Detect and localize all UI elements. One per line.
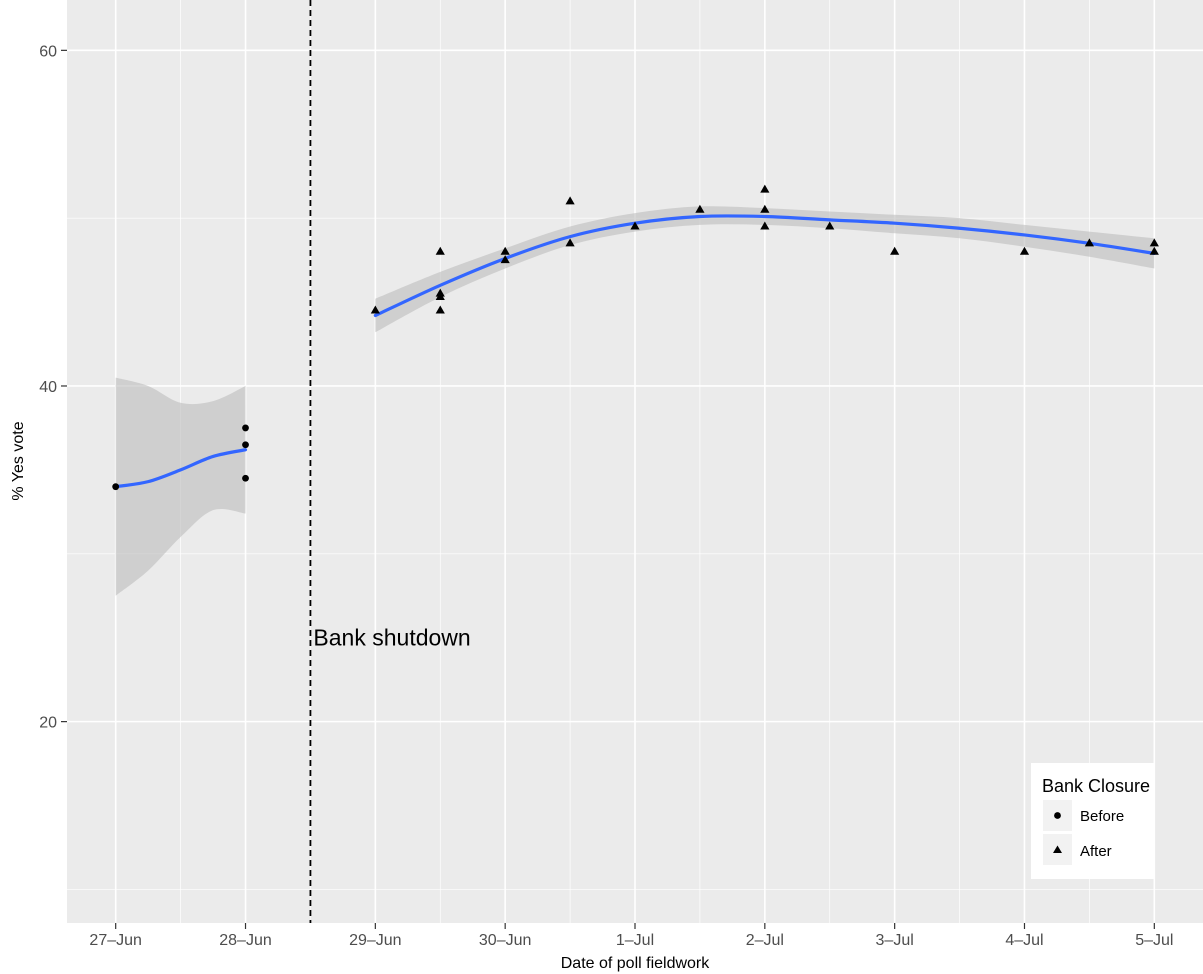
legend-circle-icon	[1054, 812, 1061, 819]
point-after	[1084, 238, 1094, 247]
y-axis: 20 40 60	[39, 43, 67, 732]
point-after	[500, 246, 510, 255]
y-axis-title: % Yes vote	[10, 421, 27, 500]
point-before	[112, 483, 120, 491]
y-tick-label: 20	[39, 715, 57, 732]
legend-label-before: Before	[1080, 808, 1124, 825]
point-after	[435, 292, 445, 301]
data-points	[112, 184, 1159, 491]
x-tick-label: 1–Jul	[616, 932, 654, 949]
legend-label-after: After	[1080, 843, 1112, 860]
annotation-bank-shutdown: Bank shutdown	[313, 625, 470, 651]
point-after	[630, 221, 640, 230]
y-tick-label: 60	[39, 43, 57, 60]
point-after	[370, 305, 380, 314]
point-after	[695, 204, 705, 213]
point-after	[760, 184, 770, 193]
point-after	[500, 255, 510, 264]
legend: Bank Closure Before After	[1031, 763, 1154, 879]
x-tick-label: 28–Jun	[219, 932, 272, 949]
point-after	[825, 221, 835, 230]
point-after	[565, 196, 575, 205]
x-tick-label: 27–Jun	[89, 932, 142, 949]
legend-triangle-icon	[1053, 845, 1062, 853]
confidence-ribbon-before	[115, 377, 246, 596]
x-tick-label: 4–Jul	[1005, 932, 1043, 949]
point-after	[435, 246, 445, 255]
x-tick-label: 29–Jun	[349, 932, 402, 949]
point-after	[435, 305, 445, 314]
point-after	[1149, 238, 1159, 247]
x-tick-label: 5–Jul	[1135, 932, 1173, 949]
grid-lines	[67, 0, 1203, 923]
point-after	[1019, 246, 1030, 255]
legend-title: Bank Closure	[1042, 776, 1150, 796]
y-tick-label: 40	[39, 379, 57, 396]
x-axis-title: Date of poll fieldwork	[561, 955, 711, 972]
point-after	[760, 221, 770, 230]
point-before	[242, 424, 249, 432]
point-before	[242, 441, 249, 449]
x-tick-label: 30–Jun	[479, 932, 532, 949]
point-after	[760, 204, 770, 213]
x-axis: 27–Jun 28–Jun 29–Jun 30–Jun 1–Jul 2–Jul 3–Jul 4…	[89, 923, 1173, 949]
point-after	[1149, 246, 1159, 255]
smooth-line-before	[114, 448, 248, 489]
point-after	[890, 246, 900, 255]
x-tick-label: 3–Jul	[876, 932, 914, 949]
x-tick-label: 2–Jul	[746, 932, 784, 949]
annotations: Bank shutdown	[313, 625, 470, 651]
point-after	[565, 238, 575, 247]
point-before	[242, 474, 249, 482]
